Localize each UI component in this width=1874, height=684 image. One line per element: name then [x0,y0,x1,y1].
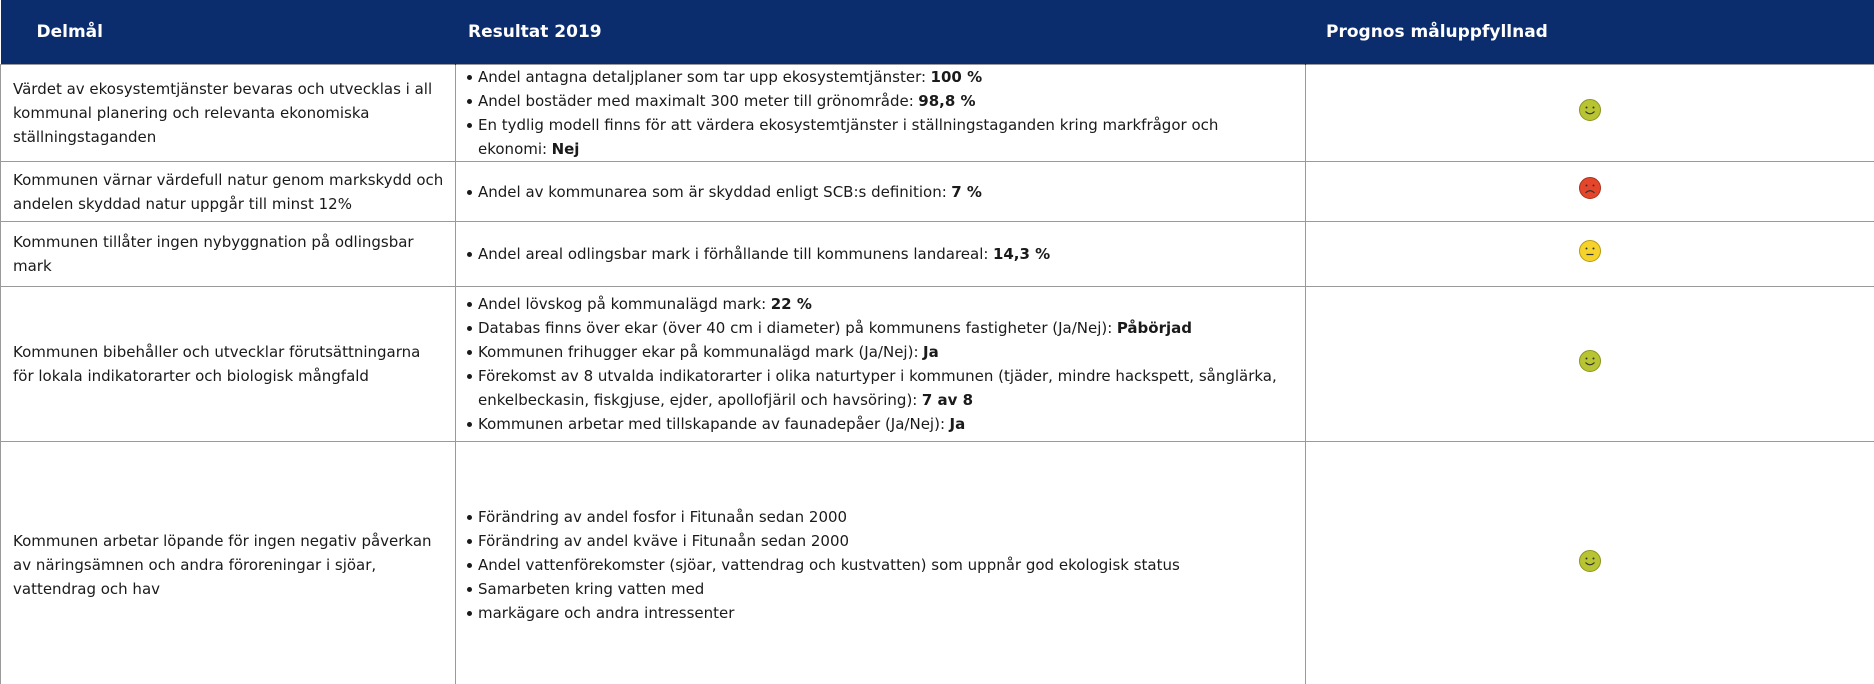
result-item: Andel antagna detaljplaner som tar upp e… [466,65,1295,89]
result-value: Nej [551,140,580,158]
prognosis [1305,161,1874,222]
result-item: Förändring av andel fosfor i Fitunaån se… [466,505,1295,529]
result-text: Förekomst av 8 utvalda indikatorarter i … [478,367,1277,409]
header-cell: Delmål [0,0,456,65]
goal: Kommunen tillåter ingen nybyggnation på … [0,221,456,287]
result-text: Samarbeten kring vatten med [478,579,705,598]
smiley-happy [1579,98,1601,121]
bullet [467,302,472,307]
smiley-neutral [1579,239,1601,262]
results: Förändring av andel fosfor i Fitunaån se… [455,441,1306,684]
result-item: Andel bostäder med maximalt 300 meter ti… [466,89,1295,113]
result-item: Andel lövskog på kommunalägd mark: 22 % [466,292,1295,316]
result-value: 22 % [770,295,812,313]
result-value: 14,3 % [992,245,1051,263]
goal: Kommunen arbetar löpande för ingen negat… [0,441,456,684]
result-value: Ja [949,415,966,433]
result-item: markägare och andra intressenter [466,601,1295,625]
result-item: Förekomst av 8 utvalda indikatorarter i … [466,364,1295,412]
prognosis [1305,286,1874,442]
results: Andel antagna detaljplaner som tar upp e… [455,64,1306,162]
row: Kommunen tillåter ingen nybyggnation på … [0,221,1874,287]
smiley-happy [1579,550,1601,572]
result-value: Påbörjad [1116,319,1192,337]
result-item: Andel areal odlingsbar mark i förhålland… [466,242,1295,266]
smiley-happy [1579,349,1601,372]
result-list: Andel lövskog på kommunalägd mark: 22 % Da… [466,292,1295,436]
result-list: Andel areal odlingsbar mark i förhålland… [466,242,1295,266]
bullet [467,99,472,104]
smiley-sad [1579,177,1601,199]
result-item: Kommunen frihugger ekar på kommunalägd m… [466,340,1295,364]
prognosis [1305,441,1874,684]
result-value: Ja [923,343,939,361]
row: Kommunen bibehåller och utvecklar föruts… [0,286,1874,442]
result-text: Andel areal odlingsbar mark i förhålland… [478,245,989,263]
bullet [467,189,472,195]
bullet [467,562,472,568]
row: Kommunen arbetar löpande för ingen negat… [0,441,1874,684]
result-value: 7 % [951,182,982,201]
result-text: Andel vattenförekomster (sjöar, vattendr… [478,555,1180,574]
bullet [467,123,472,128]
bullet [467,586,472,592]
result-text: Andel antagna detaljplaner som tar upp e… [478,68,927,86]
result-text: Förändring av andel kväve i Fitunaån sed… [478,531,850,550]
bullet [467,75,472,80]
result-item: En tydlig modell finns för att värdera e… [466,113,1295,161]
row: Kommunen värnar värdefull natur genom ma… [0,161,1874,222]
goal: Värdet av ekosystemtjänster bevaras och … [0,64,456,162]
result-text: En tydlig modell finns för att värdera e… [478,116,1219,158]
results: Andel av kommunarea som är skyddad enlig… [455,161,1306,222]
row: Värdet av ekosystemtjänster bevaras och … [0,64,1874,162]
bullet [467,538,472,544]
result-item: Andel av kommunarea som är skyddad enlig… [466,180,1295,204]
result-list: Förändring av andel fosfor i Fitunaån se… [466,505,1295,625]
bullet [467,422,472,427]
header-cell: Prognos måluppfyllnad [1305,0,1874,65]
result-list: Andel antagna detaljplaner som tar upp e… [466,65,1295,161]
bullet [467,326,472,331]
result-text: Kommunen arbetar med tillskapande av fau… [478,415,945,433]
result-item: Förändring av andel kväve i Fitunaån sed… [466,529,1295,553]
header-row: Delmål Resultat 2019 Prognos måluppfylln… [0,0,1874,65]
result-text: Andel bostäder med maximalt 300 meter ti… [478,92,914,110]
result-value: 100 % [930,68,983,86]
results: Andel lövskog på kommunalägd mark: 22 % Da… [455,286,1306,442]
result-text: Förändring av andel fosfor i Fitunaån se… [478,507,848,526]
result-item: Databas finns över ekar (över 40 cm i di… [466,316,1295,340]
result-text: Andel av kommunarea som är skyddad enlig… [478,182,947,201]
bullet [467,610,472,616]
prognosis [1305,221,1874,287]
result-value: 7 av 8 [921,391,974,409]
goal: Kommunen bibehåller och utvecklar föruts… [0,286,456,442]
bullet [467,252,472,257]
result-text: Andel lövskog på kommunalägd mark: [478,295,767,313]
bullet [467,350,472,355]
header-cell: Resultat 2019 [455,0,1306,65]
result-value: 98,8 % [918,92,976,110]
results: Andel areal odlingsbar mark i förhålland… [455,221,1306,287]
result-item: Samarbeten kring vatten med [466,577,1295,601]
result-text: Kommunen frihugger ekar på kommunalägd m… [478,343,919,361]
result-item: Andel vattenförekomster (sjöar, vattendr… [466,553,1295,577]
bullet [467,514,472,520]
bullet [467,374,472,379]
result-item: Kommunen arbetar med tillskapande av fau… [466,412,1295,436]
result-text: markägare och andra intressenter [478,603,735,622]
prognosis [1305,64,1874,162]
result-list: Andel av kommunarea som är skyddad enlig… [466,180,1295,204]
goal: Kommunen värnar värdefull natur genom ma… [0,161,456,222]
result-text: Databas finns över ekar (över 40 cm i di… [478,319,1113,337]
